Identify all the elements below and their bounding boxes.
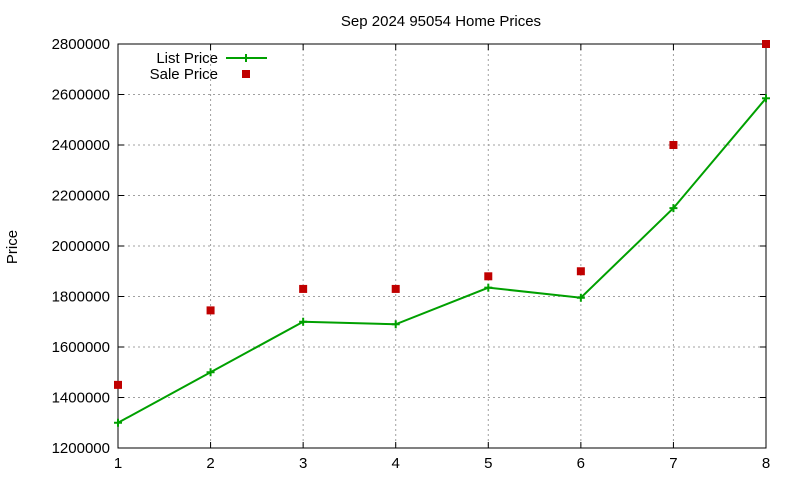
x-tick-label: 7: [669, 455, 677, 472]
y-tick-label: 1600000: [52, 339, 110, 356]
y-tick-label: 2000000: [52, 238, 110, 255]
sale-price-point: [669, 141, 678, 149]
y-tick-label: 1800000: [52, 289, 110, 306]
list-price-point: [669, 204, 678, 213]
list-price-point: [484, 283, 493, 292]
legend-label: List Price: [156, 50, 218, 67]
chart-title: Sep 2024 95054 Home Prices: [341, 13, 541, 30]
y-tick-label: 2200000: [52, 188, 110, 205]
x-tick-label: 8: [762, 455, 770, 472]
y-tick-label: 1200000: [52, 440, 110, 457]
list-price-point: [391, 320, 400, 329]
x-tick-label: 1: [114, 455, 122, 472]
axis-ticks: 1 2 3 4 5 6 7 8 1200000 1400000 1600000 1800000 2000…: [52, 36, 771, 472]
sale-price-point: [114, 380, 122, 389]
y-tick-label: 2400000: [52, 137, 110, 154]
legend-label: Sale Price: [150, 66, 218, 83]
y-tick-label: 2600000: [52, 87, 110, 104]
y-tick-label: 1400000: [52, 390, 110, 407]
list-price-line: [117, 97, 767, 424]
sale-price-point: [576, 267, 585, 276]
sale-price-point: [206, 306, 215, 315]
legend-swatch-marker: [242, 70, 250, 78]
list-price-point: [299, 317, 308, 326]
sale-price-point: [299, 284, 308, 293]
sale-price-point: [484, 272, 493, 281]
list-price-point: [576, 293, 585, 302]
list-price-point: [762, 94, 770, 103]
x-tick-label: 2: [206, 455, 214, 472]
series-layer: [114, 40, 770, 427]
list-price-point: [114, 418, 122, 427]
x-tick-label: 4: [392, 455, 400, 472]
grid-lines: [118, 44, 766, 448]
y-axis-label: Price: [4, 230, 21, 264]
x-tick-label: 3: [299, 455, 307, 472]
sale-price-point: [762, 40, 770, 48]
y-tick-label: 2800000: [52, 36, 110, 53]
list-price-point: [206, 368, 215, 377]
x-tick-label: 6: [577, 455, 585, 472]
legend-swatch-marker: [242, 54, 250, 62]
x-tick-label: 5: [484, 455, 492, 472]
sale-price-point: [391, 284, 400, 293]
